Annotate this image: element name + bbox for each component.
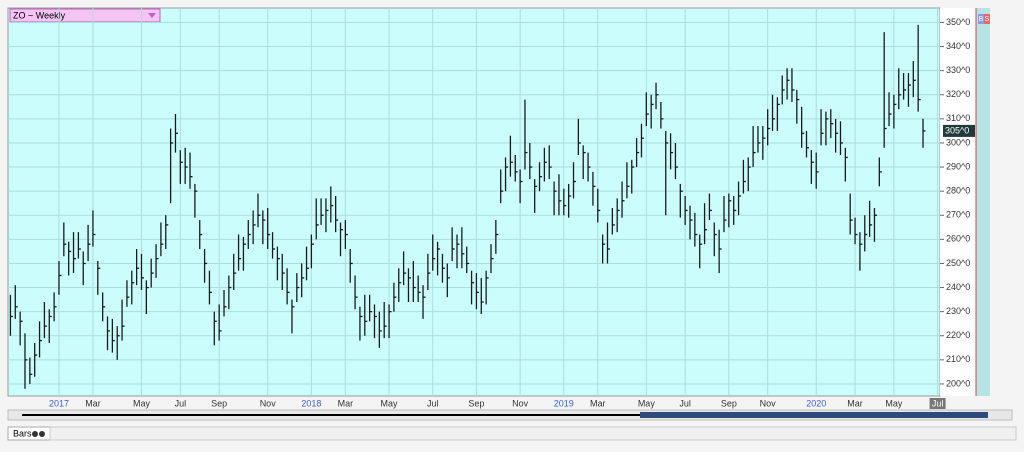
right-margin	[976, 8, 990, 396]
x-tick-label: Mar	[85, 398, 101, 408]
x-tick-label: 2017	[49, 398, 69, 408]
x-tick-label: May	[638, 398, 656, 408]
tab-icon	[32, 431, 38, 437]
tab-label: Bars	[13, 428, 32, 438]
x-tick-label: 2019	[554, 398, 574, 408]
y-tick-label: 240^0	[946, 282, 970, 292]
x-tick-label: Jul	[932, 398, 944, 408]
y-tick-label: 330^0	[946, 65, 970, 75]
x-tick-label: Sep	[211, 398, 227, 408]
x-tick-label: 2020	[806, 398, 826, 408]
y-tick-label: 300^0	[946, 137, 970, 147]
x-tick-label: May	[381, 398, 399, 408]
symbol-label: ZO ~ Weekly	[13, 10, 66, 20]
y-tick-label: 270^0	[946, 210, 970, 220]
dropdown-arrow	[148, 13, 156, 18]
x-tick-label: May	[885, 398, 903, 408]
sell-button[interactable]	[984, 14, 990, 24]
x-tick-label: Nov	[512, 398, 529, 408]
buy-button[interactable]	[978, 14, 984, 24]
x-tick-label: 2018	[301, 398, 321, 408]
x-tick-label: Jul	[427, 398, 439, 408]
x-tick-label: Sep	[721, 398, 737, 408]
x-tick-label: Mar	[847, 398, 863, 408]
y-tick-label: 310^0	[946, 113, 970, 123]
plot-area	[7, 7, 941, 397]
sell-label: S	[985, 16, 990, 23]
tab-strip	[49, 426, 1017, 441]
y-tick-label: 260^0	[946, 234, 970, 244]
x-tick-label: Mar	[338, 398, 354, 408]
y-tick-label: 200^0	[946, 378, 970, 388]
y-tick-label: 220^0	[946, 330, 970, 340]
scroll-thumb[interactable]	[640, 412, 988, 418]
x-tick-label: Jul	[175, 398, 187, 408]
tab-icon	[39, 431, 45, 437]
x-tick-label: Mar	[590, 398, 606, 408]
price-axis	[940, 8, 976, 396]
y-tick-label: 340^0	[946, 41, 970, 51]
y-tick-label: 250^0	[946, 258, 970, 268]
x-tick-label: May	[133, 398, 151, 408]
x-tick-label: Sep	[468, 398, 484, 408]
x-tick-label: Nov	[260, 398, 277, 408]
y-tick-label: 350^0	[946, 17, 970, 27]
y-tick-label: 230^0	[946, 306, 970, 316]
y-tick-label: 210^0	[946, 354, 970, 364]
y-tick-label: 320^0	[946, 89, 970, 99]
y-tick-label: 290^0	[946, 161, 970, 171]
current-date-box	[929, 398, 946, 409]
x-tick-label: Nov	[760, 398, 777, 408]
last-price-box	[943, 124, 975, 137]
x-tick-label: Jul	[679, 398, 691, 408]
y-tick-label: 280^0	[946, 186, 970, 196]
buy-label: B	[979, 16, 984, 23]
last-price-label: 305^0	[945, 125, 969, 135]
